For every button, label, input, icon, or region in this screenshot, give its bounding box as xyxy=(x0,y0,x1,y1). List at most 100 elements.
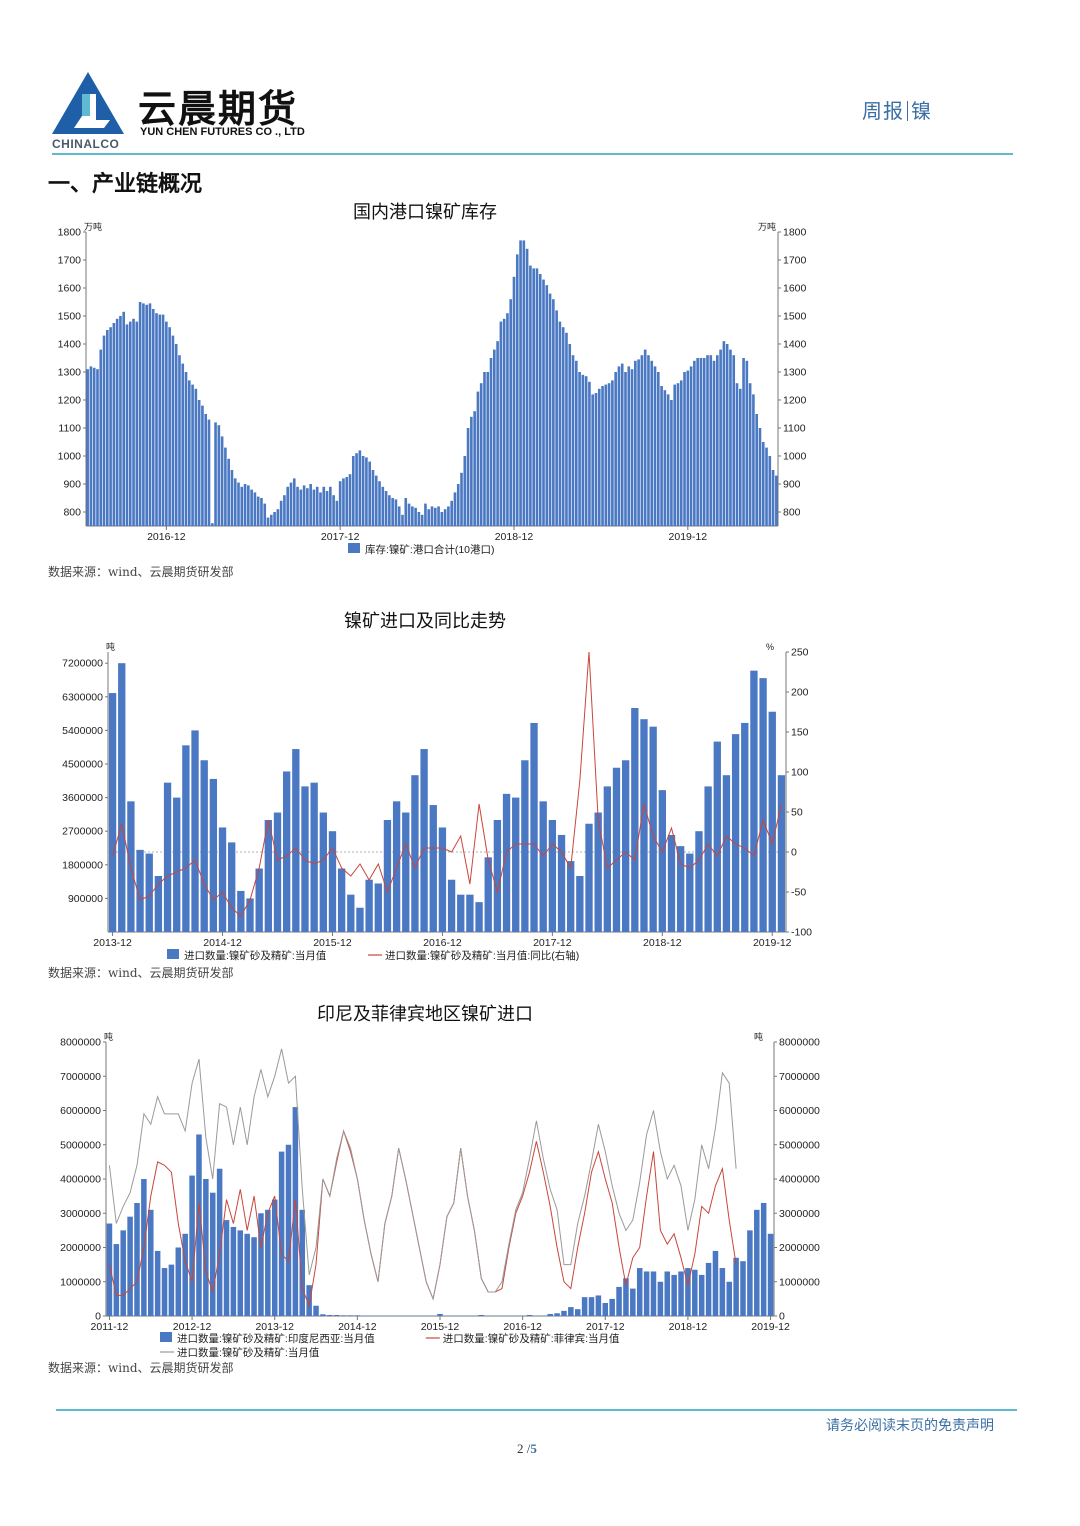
page-total: 5 xyxy=(530,1441,537,1456)
bar xyxy=(664,1271,671,1316)
bar xyxy=(315,486,319,526)
bar xyxy=(279,500,283,526)
page-separator: / xyxy=(523,1441,531,1456)
y2-tick-label: 1400 xyxy=(783,339,807,351)
bar xyxy=(617,366,621,526)
section-title: 一、产业链概况 xyxy=(48,172,203,197)
y-tick-label: 4000000 xyxy=(60,1174,101,1186)
bar xyxy=(420,514,424,526)
bar xyxy=(255,868,263,932)
bar xyxy=(302,485,306,526)
bar xyxy=(627,366,631,526)
bar xyxy=(251,1237,257,1316)
bar xyxy=(733,1257,739,1316)
y-tick-label: 4500000 xyxy=(62,759,103,771)
bar xyxy=(725,344,729,526)
bar xyxy=(383,820,392,932)
bar xyxy=(594,812,602,932)
bar xyxy=(692,1269,698,1316)
company-logo-icon xyxy=(52,72,124,134)
bar xyxy=(237,890,245,932)
y-unit-label: 万吨 xyxy=(84,222,102,232)
y2-tick-label: 6000000 xyxy=(779,1105,820,1117)
bar xyxy=(264,820,273,932)
bar xyxy=(173,797,181,932)
chart-import-yoy: 900000 1800000 2700000 3600000 4500000 540000… xyxy=(62,641,812,962)
y-tick-label: 1000000 xyxy=(60,1276,101,1288)
report-type-label: 周报 xyxy=(862,99,904,123)
bar xyxy=(643,349,647,526)
bar xyxy=(313,1305,319,1316)
bar xyxy=(209,778,218,932)
bar xyxy=(567,861,575,932)
bar xyxy=(306,488,309,526)
bar xyxy=(197,400,201,526)
bar xyxy=(440,512,444,526)
bar xyxy=(217,425,221,526)
bar xyxy=(602,1302,609,1316)
x-tick-label: 2018-12 xyxy=(669,1321,708,1333)
bar xyxy=(699,358,703,526)
bar xyxy=(759,678,767,932)
bar xyxy=(384,491,388,526)
bar xyxy=(209,1192,216,1316)
y2-tick-label: 1200 xyxy=(783,395,807,407)
chart-port-inventory: 800 900 1000 1100 1200 1300 1400 1500 1600 1700 18… xyxy=(58,222,807,556)
bar xyxy=(113,1244,120,1316)
bar xyxy=(712,360,716,526)
bar xyxy=(309,484,312,526)
bar xyxy=(735,383,739,526)
bar xyxy=(310,782,318,932)
bar xyxy=(706,355,709,526)
bar xyxy=(649,726,657,932)
y-tick-label: 8000000 xyxy=(60,1037,101,1049)
bar xyxy=(263,503,267,526)
bar xyxy=(394,499,398,526)
bar xyxy=(168,327,171,526)
bar xyxy=(667,834,676,932)
bar xyxy=(532,268,535,526)
bar xyxy=(148,1209,154,1316)
bar xyxy=(278,1151,285,1316)
bar xyxy=(210,523,214,526)
bar xyxy=(689,366,693,526)
bar xyxy=(171,335,175,526)
bar xyxy=(506,313,509,526)
report-type: 周报镍 xyxy=(862,95,932,124)
y2-tick-label: 1100 xyxy=(783,423,806,435)
bar xyxy=(154,1250,161,1316)
bar xyxy=(250,489,253,526)
bar xyxy=(118,663,126,932)
x-tick-label: 2019-12 xyxy=(751,1321,790,1333)
bar xyxy=(666,394,670,526)
x-tick-label: 2017-12 xyxy=(321,531,360,543)
bar xyxy=(230,1226,237,1316)
x-tick-label: 2016-12 xyxy=(147,531,186,543)
bar xyxy=(601,386,604,526)
bar xyxy=(411,506,414,526)
y-tick-label: 1500 xyxy=(58,311,82,323)
y2-tick-label: 50 xyxy=(791,807,803,819)
logo-text: CHINALCO xyxy=(52,137,120,151)
bar xyxy=(630,369,634,526)
bar xyxy=(337,868,346,932)
y-tick-label: 6300000 xyxy=(62,691,103,703)
bar xyxy=(203,1179,209,1316)
bar xyxy=(747,1230,753,1316)
bar xyxy=(650,1271,657,1316)
x-tick-label: 2014-12 xyxy=(203,937,242,949)
x-tick-label: 2016-12 xyxy=(503,1321,542,1333)
bar xyxy=(338,481,342,526)
bar xyxy=(429,805,437,932)
bar xyxy=(460,472,463,526)
bar xyxy=(247,485,250,526)
bar xyxy=(630,1288,636,1316)
y2-tick-label: 4000000 xyxy=(779,1174,820,1186)
bar xyxy=(676,383,680,526)
bar xyxy=(729,349,732,526)
bar xyxy=(565,332,568,526)
x-tick-label: 2014-12 xyxy=(338,1321,377,1333)
bar xyxy=(109,327,112,526)
bar xyxy=(424,503,427,526)
bar xyxy=(158,314,162,526)
